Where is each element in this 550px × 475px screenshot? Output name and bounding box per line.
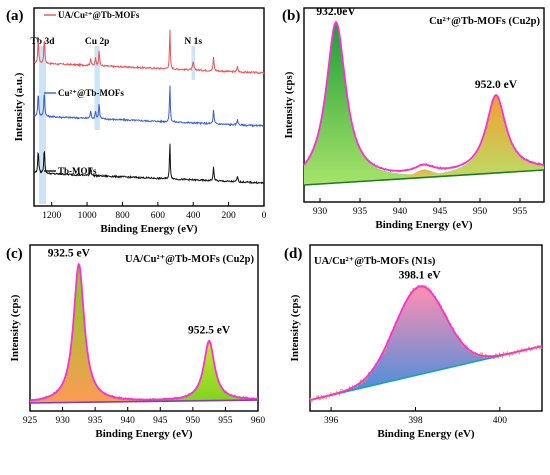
peak-annotation: Tb 3d: [30, 37, 55, 47]
peak-fill: [310, 286, 542, 400]
x-tick-label: 940: [393, 207, 408, 217]
x-tick-label: 950: [186, 416, 201, 426]
envelope-line: [303, 21, 545, 172]
peak-label: 952.5 eV: [188, 324, 231, 336]
x-tick-label: 398: [408, 416, 423, 426]
y-axis-label: Intensity (cps): [283, 71, 295, 138]
legend-label: Cu²⁺@Tb-MOFs: [58, 88, 124, 98]
x-tick-label: 1000: [78, 211, 97, 221]
legend-label: Tb-MOFs: [58, 166, 97, 176]
plot-frame: [303, 7, 545, 203]
peak-label: 932.0eV: [316, 6, 356, 18]
panel-title: UA/Cu²⁺@Tb-MOFs (N1s): [314, 256, 436, 267]
background-line: [29, 399, 259, 404]
spectrum-line: [33, 29, 265, 75]
plot-frame: [29, 244, 259, 412]
peak-annotation: N 1s: [184, 37, 202, 47]
peak-label: 398.1 eV: [399, 269, 442, 281]
spectrum-line: [33, 143, 265, 185]
x-axis-label: Binding Energy (eV): [100, 223, 198, 235]
x-tick-label: 950: [473, 207, 488, 217]
x-tick-label: 935: [88, 416, 103, 426]
x-tick-label: 960: [251, 416, 266, 426]
legend-label: UA/Cu²⁺@Tb-MOFs: [58, 10, 140, 20]
highlight-band: [38, 46, 47, 204]
x-tick-label: 396: [324, 416, 339, 426]
peak-annotation: Cu 2p: [85, 37, 110, 47]
plot-frame: [309, 244, 543, 412]
panel-3: 396 398 400 Binding Energy (eV) Intensity (c…: [289, 244, 543, 440]
panel-label: (c): [6, 246, 23, 262]
x-tick-label: 930: [313, 207, 328, 217]
envelope-line: [29, 262, 258, 402]
spectrum-line: [33, 85, 265, 128]
panel-2: 925 930 935 940 945 950 955 960 Binding Energy (…: [9, 244, 266, 440]
x-tick-label: 945: [433, 207, 448, 217]
x-tick-label: 940: [121, 416, 136, 426]
peak-label: 952.0 eV: [475, 79, 518, 91]
panel-label: (b): [282, 8, 300, 24]
x-tick-label: 945: [153, 416, 168, 426]
x-tick-label: 400: [186, 211, 201, 221]
peak-fill: [304, 23, 544, 185]
panel-1: 930 935 940 945 950 955 Binding Energy (eV) Int…: [283, 6, 545, 231]
panel-title: Cu²⁺@Tb-MOFs (Cu2p): [429, 16, 540, 27]
x-tick-label: 935: [353, 207, 368, 217]
x-tick-label: 200: [221, 211, 236, 221]
peak-label: 932.5 eV: [48, 247, 91, 259]
x-axis-label: Binding Energy (eV): [377, 428, 475, 440]
envelope-line: [309, 285, 543, 401]
x-axis-label: Binding Energy (eV): [375, 219, 473, 231]
y-axis-label: Intensity (a.u.): [13, 72, 25, 141]
plot-frame: [33, 7, 265, 207]
x-tick-label: 955: [513, 207, 528, 217]
highlight-band: [94, 46, 100, 130]
x-tick-label: 800: [115, 211, 130, 221]
x-tick-label: 400: [493, 416, 508, 426]
panel-0: 1200 1000 800 600 400 200 0 Binding Energy (eV)…: [13, 7, 267, 235]
panel-label: (d): [284, 246, 302, 262]
x-tick-label: 1200: [42, 211, 61, 221]
peak-fill: [30, 341, 258, 403]
x-tick-label: 930: [55, 416, 70, 426]
panel-title: UA/Cu²⁺@Tb-MOFs (Cu2p): [125, 254, 255, 265]
x-axis-label: Binding Energy (eV): [95, 428, 193, 440]
x-tick-label: 925: [23, 416, 38, 426]
background-line: [303, 169, 545, 186]
x-tick-label: 600: [151, 211, 166, 221]
y-axis-label: Intensity (cps): [9, 294, 21, 361]
peak-fill: [304, 96, 544, 185]
x-tick-label: 955: [218, 416, 233, 426]
peak-fill: [30, 264, 258, 403]
y-axis-label: Intensity (cps): [289, 294, 301, 361]
x-tick-label: 0: [262, 211, 267, 221]
panel-label: (a): [6, 8, 24, 24]
